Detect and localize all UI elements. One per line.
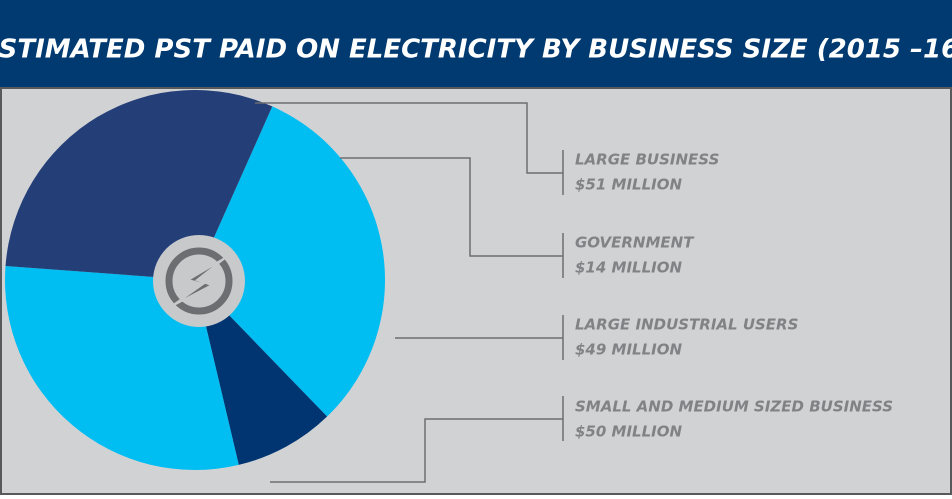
header-bar [0,0,952,88]
pie-slice [195,106,386,417]
frame [0,87,952,495]
center-icon [153,235,245,327]
label-value: $49 MILLION [575,341,682,359]
label-category: LARGE BUSINESS [575,151,719,169]
leader-lines [255,102,564,483]
pie [4,89,386,471]
label-category: GOVERNMENT [575,234,695,252]
label-value: $51 MILLION [575,176,682,194]
label-value: $50 MILLION [575,423,682,441]
pie-slice [5,89,273,280]
chart-title: ESTIMATED PST PAID ON ELECTRICITY BY BUS… [0,35,952,65]
label-category: LARGE INDUSTRIAL USERS [575,316,798,334]
label-category: SMALL AND MEDIUM SIZED BUSINESS [575,398,893,416]
label-value: $14 MILLION [575,259,682,277]
pie-slice [195,280,328,465]
